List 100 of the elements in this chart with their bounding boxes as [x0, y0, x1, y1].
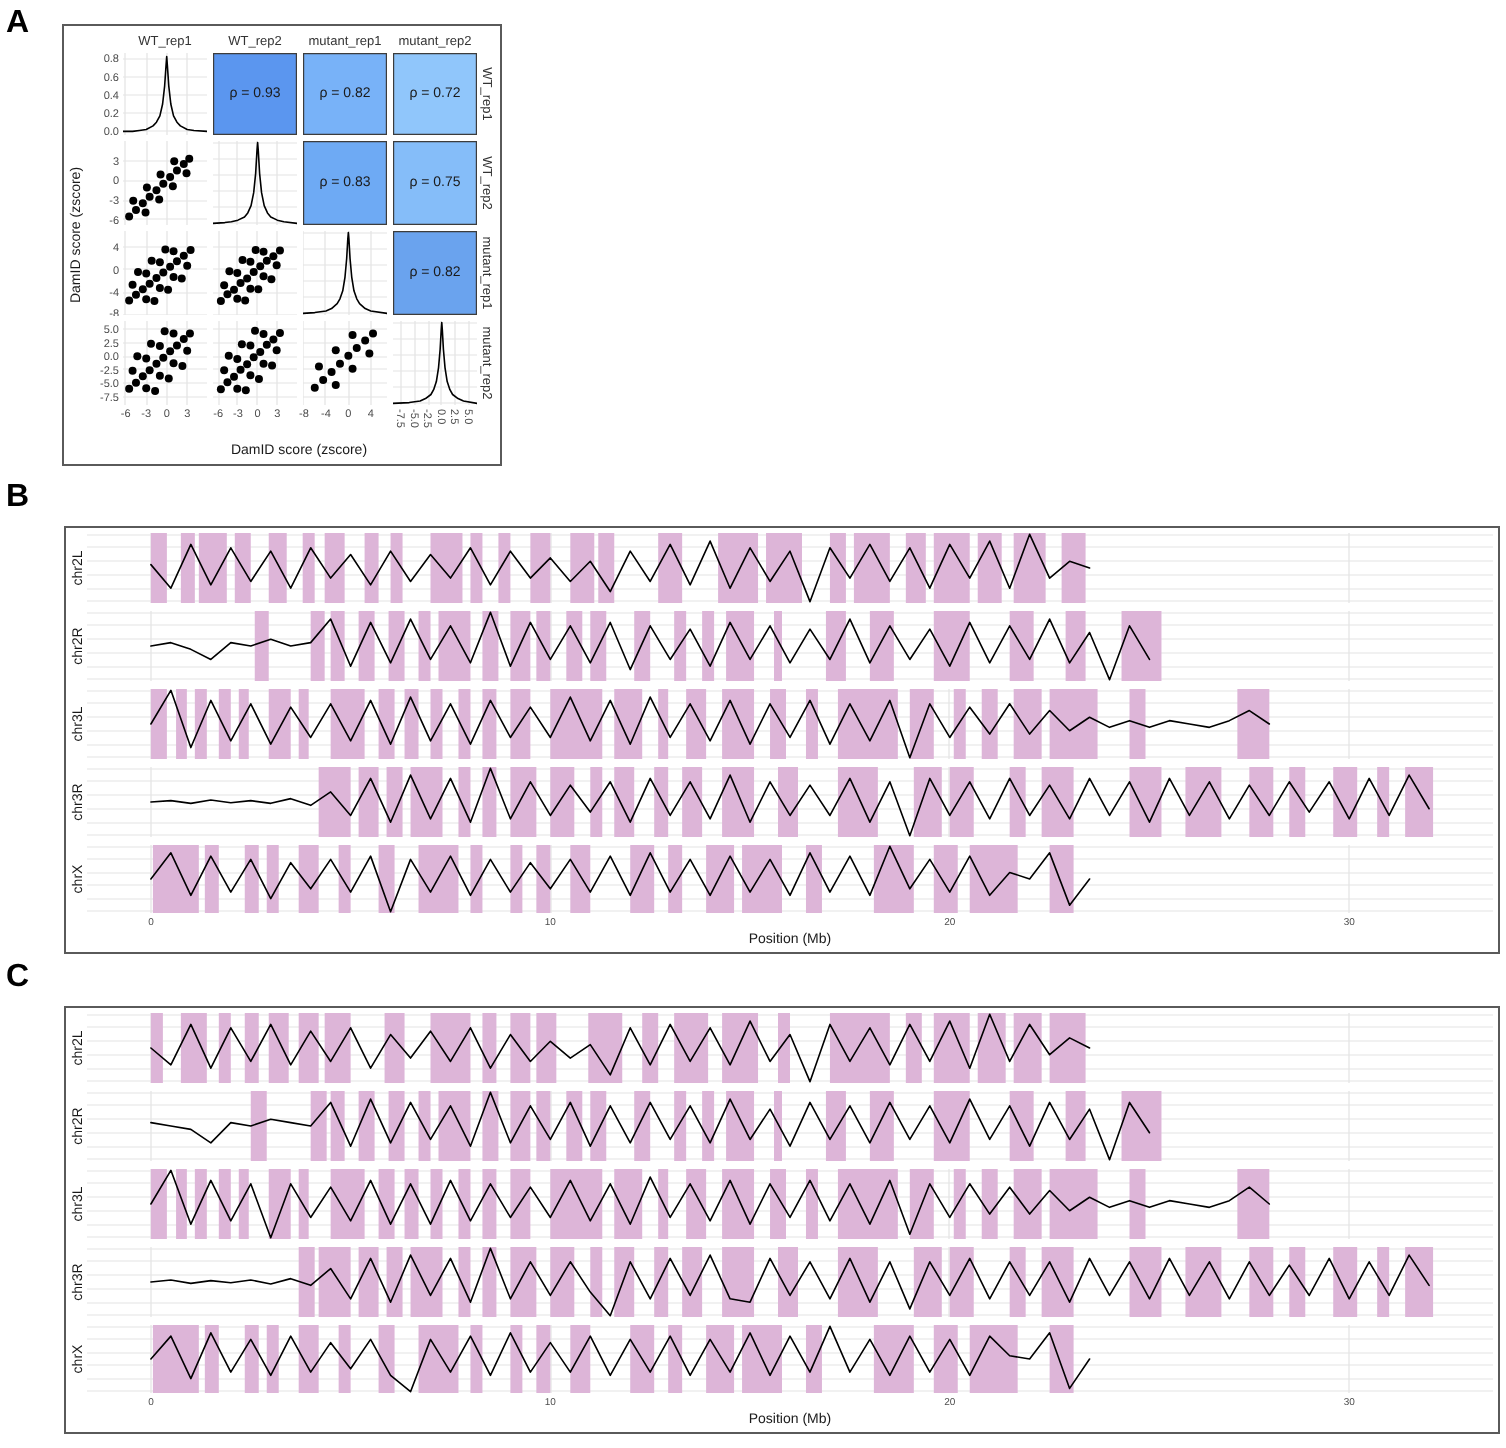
point	[237, 340, 246, 349]
point	[220, 366, 229, 375]
point	[259, 330, 268, 338]
point	[233, 294, 242, 303]
point	[131, 290, 140, 299]
point	[142, 269, 151, 278]
point	[243, 360, 252, 369]
line-series	[123, 55, 207, 133]
point	[319, 376, 328, 385]
point	[310, 383, 319, 392]
point	[142, 295, 151, 304]
point	[241, 296, 250, 305]
point	[152, 274, 161, 283]
point	[272, 261, 281, 270]
point	[254, 285, 263, 294]
point	[138, 285, 147, 294]
point	[249, 267, 258, 276]
point	[161, 245, 170, 254]
point	[129, 196, 138, 205]
point	[147, 339, 155, 348]
point	[166, 347, 175, 356]
point	[128, 280, 137, 289]
point	[169, 359, 178, 368]
point	[152, 186, 161, 195]
point	[169, 247, 178, 256]
point	[236, 279, 245, 288]
point	[256, 347, 265, 356]
text: B	[6, 480, 30, 514]
point	[131, 205, 140, 214]
point	[179, 251, 188, 260]
point	[134, 267, 143, 276]
point	[185, 154, 194, 163]
point	[233, 384, 242, 393]
point	[246, 257, 255, 266]
point	[259, 272, 268, 281]
point	[230, 285, 238, 294]
point	[249, 353, 258, 362]
point	[160, 327, 169, 336]
point	[238, 256, 247, 265]
point	[246, 341, 255, 350]
point	[268, 361, 277, 370]
point	[159, 353, 168, 362]
point	[183, 346, 192, 355]
point	[168, 182, 177, 191]
point	[233, 354, 242, 363]
point	[125, 384, 134, 393]
point	[169, 329, 178, 338]
point	[331, 346, 340, 355]
point	[254, 374, 263, 383]
point	[164, 374, 173, 383]
point	[327, 367, 336, 376]
point	[145, 279, 154, 288]
point	[246, 284, 255, 293]
point	[241, 386, 250, 395]
point	[275, 328, 284, 337]
point	[151, 386, 160, 395]
point	[156, 170, 165, 179]
point	[155, 371, 164, 380]
text: C	[6, 960, 30, 994]
text: A	[6, 6, 30, 40]
point	[331, 380, 340, 389]
point	[275, 246, 284, 255]
point	[169, 272, 178, 281]
point	[147, 256, 156, 265]
point	[166, 262, 175, 271]
point	[179, 159, 188, 168]
point	[225, 267, 234, 276]
point	[131, 378, 140, 387]
point	[150, 297, 159, 305]
point	[185, 329, 194, 338]
point	[182, 169, 191, 178]
point	[256, 262, 265, 271]
point	[155, 258, 164, 267]
point	[141, 208, 150, 217]
point	[125, 212, 134, 221]
point	[138, 199, 147, 208]
point	[230, 372, 238, 381]
point	[142, 183, 151, 192]
point	[179, 334, 188, 343]
point	[172, 166, 181, 175]
point	[259, 247, 268, 256]
point	[269, 335, 278, 344]
point	[178, 361, 187, 370]
point	[177, 274, 186, 283]
point	[352, 344, 361, 353]
point	[164, 285, 173, 294]
point	[138, 372, 147, 381]
point	[155, 341, 164, 350]
point	[128, 366, 137, 375]
point	[251, 246, 260, 255]
point	[335, 359, 344, 368]
point	[348, 331, 357, 340]
point	[125, 296, 134, 305]
point	[251, 326, 259, 335]
point	[246, 371, 255, 380]
point	[142, 384, 151, 393]
point	[155, 284, 164, 293]
point	[223, 290, 232, 299]
point	[142, 354, 151, 363]
point	[183, 261, 192, 270]
